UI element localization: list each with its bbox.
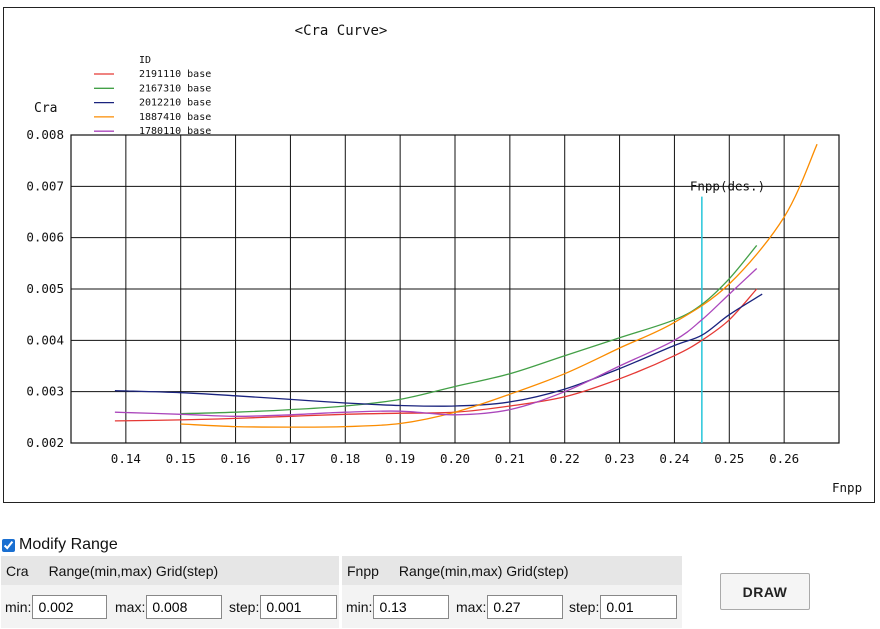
modify-range-row: Modify Range bbox=[2, 535, 118, 555]
fnpp-panel-heading: Range(min,max) Grid(step) bbox=[398, 562, 569, 579]
x-tick-label: 0.22 bbox=[550, 451, 580, 466]
y-tick-label: 0.008 bbox=[26, 127, 64, 142]
series-line-4 bbox=[180, 143, 818, 428]
x-tick-label: 0.23 bbox=[605, 451, 635, 466]
modify-range-label[interactable]: Modify Range bbox=[19, 536, 118, 553]
cra-max-input[interactable] bbox=[146, 595, 223, 619]
fnpp-step-label: step: bbox=[569, 599, 600, 615]
cra-step-label: step: bbox=[229, 599, 260, 615]
series-line-1 bbox=[114, 288, 758, 422]
series-line-5 bbox=[114, 268, 758, 417]
chart-title: <Cra Curve> bbox=[295, 23, 388, 39]
draw-button[interactable]: DRAW bbox=[720, 573, 810, 610]
x-axis-label: Fnpp bbox=[832, 480, 862, 495]
y-tick-label: 0.006 bbox=[26, 230, 64, 245]
fnpp-range-panel: Fnpp Range(min,max) Grid(step) min: max:… bbox=[342, 556, 682, 628]
legend-entry-3: 2012210 base bbox=[139, 98, 211, 109]
cra-panel-name: Cra bbox=[6, 562, 29, 579]
x-tick-label: 0.24 bbox=[659, 451, 689, 466]
x-tick-label: 0.15 bbox=[166, 451, 196, 466]
x-tick-label: 0.17 bbox=[275, 451, 305, 466]
y-tick-label: 0.005 bbox=[26, 281, 64, 296]
x-tick-label: 0.25 bbox=[714, 451, 744, 466]
legend-entry-4: 1887410 base bbox=[139, 112, 211, 123]
x-tick-label: 0.18 bbox=[330, 451, 360, 466]
y-tick-label: 0.007 bbox=[26, 178, 64, 193]
legend-entry-5: 1780110 base bbox=[139, 126, 211, 137]
cra-panel-heading: Range(min,max) Grid(step) bbox=[48, 562, 219, 579]
fnpp-step-input[interactable] bbox=[600, 595, 678, 619]
legend-entry-1: 2191110 base bbox=[139, 69, 211, 80]
y-axis-label: Cra bbox=[34, 101, 57, 116]
chart-frame: 0.14 0.15 0.16 0.17 0.18 0.19 0.20 0.21 0.22 0.23… bbox=[3, 7, 875, 503]
cra-range-panel: Cra Range(min,max) Grid(step) min: max: … bbox=[1, 556, 339, 628]
fnpp-min-label: min: bbox=[346, 599, 373, 615]
y-tick-label: 0.003 bbox=[26, 384, 64, 399]
x-tick-label: 0.20 bbox=[440, 451, 470, 466]
x-tick-label: 0.14 bbox=[111, 451, 141, 466]
fnpp-max-input[interactable] bbox=[487, 595, 564, 619]
cra-max-label: max: bbox=[115, 599, 146, 615]
cra-min-label: min: bbox=[5, 599, 32, 615]
cra-min-input[interactable] bbox=[32, 595, 108, 619]
legend-entry-2: 2167310 base bbox=[139, 83, 211, 94]
fnpp-panel-header: Fnpp Range(min,max) Grid(step) bbox=[342, 556, 682, 585]
x-tick-label: 0.19 bbox=[385, 451, 415, 466]
series-line-2 bbox=[180, 244, 758, 415]
fnpp-min-input[interactable] bbox=[373, 595, 450, 619]
y-tick-label: 0.004 bbox=[26, 332, 64, 347]
x-tick-label: 0.26 bbox=[769, 451, 799, 466]
cra-curve-chart: 0.14 0.15 0.16 0.17 0.18 0.19 0.20 0.21 0.22 0.23… bbox=[26, 23, 862, 495]
y-tick-label: 0.002 bbox=[26, 435, 64, 450]
fnpp-max-label: max: bbox=[456, 599, 487, 615]
cra-panel-header: Cra Range(min,max) Grid(step) bbox=[1, 556, 339, 585]
modify-range-checkbox[interactable] bbox=[2, 538, 15, 552]
legend-title: ID bbox=[139, 55, 151, 66]
fnpp-panel-name: Fnpp bbox=[347, 562, 379, 579]
x-tick-label: 0.16 bbox=[221, 451, 251, 466]
x-tick-label: 0.21 bbox=[495, 451, 525, 466]
fnpp-design-label: Fnpp(des.) bbox=[690, 179, 765, 194]
cra-step-input[interactable] bbox=[260, 595, 338, 619]
